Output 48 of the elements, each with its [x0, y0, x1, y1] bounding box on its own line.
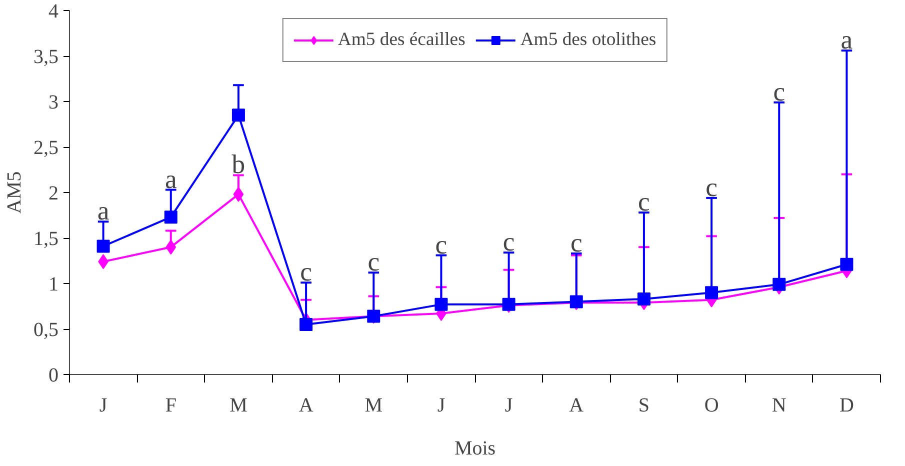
x-tick-label: M: [230, 394, 248, 416]
point: [164, 210, 178, 224]
x-tick-label: M: [364, 394, 383, 416]
annotation: c: [638, 186, 650, 217]
x-tick-label: N: [772, 394, 786, 416]
point: [232, 108, 245, 122]
point: [772, 278, 786, 291]
annotation: a: [97, 196, 110, 226]
x-tick-label: D: [839, 394, 854, 416]
y-tick-label: 2: [48, 182, 58, 204]
annotation: a: [840, 24, 853, 55]
x-tick-label: J: [99, 394, 108, 416]
point: [637, 292, 650, 306]
x-tick-label: O: [704, 394, 719, 416]
x-tick-label: A: [298, 394, 314, 416]
y-tick-label: 3: [48, 92, 58, 114]
point: [96, 240, 110, 253]
x-tick-label: J: [437, 394, 446, 416]
annotation: c: [570, 227, 582, 258]
y-tick-label: 4: [48, 0, 58, 22]
annotation: c: [706, 172, 718, 202]
annotation: c: [773, 76, 786, 106]
point: [840, 258, 854, 271]
annotation: c: [435, 229, 448, 260]
x-tick-label: F: [165, 394, 176, 416]
point: [233, 186, 244, 202]
y-tick-label: 2,5: [34, 137, 58, 159]
point: [300, 318, 313, 331]
x-tick-label: J: [504, 394, 513, 416]
annotation: a: [164, 164, 177, 194]
point: [166, 240, 176, 255]
point: [705, 286, 718, 300]
annotation: c: [502, 226, 515, 257]
y-tick-label: 3,5: [34, 46, 58, 68]
x-axis-title: Mois: [454, 438, 496, 460]
y-tick-label: 1,5: [34, 228, 58, 250]
y-tick-label: 1: [48, 274, 58, 296]
y-tick-label: 0: [48, 364, 58, 386]
annotation: c: [368, 246, 380, 277]
y-tick-label: 0,5: [34, 319, 58, 341]
x-tick-label: A: [569, 394, 584, 416]
annotation: c: [300, 256, 312, 287]
annotation: b: [232, 149, 246, 180]
legend-label: Am5 des écailles: [338, 29, 466, 51]
x-tick-label: S: [638, 394, 650, 416]
point: [434, 298, 448, 311]
legend-label: Am5 des otolithes: [520, 29, 656, 51]
y-axis-title: AM5: [4, 171, 26, 214]
